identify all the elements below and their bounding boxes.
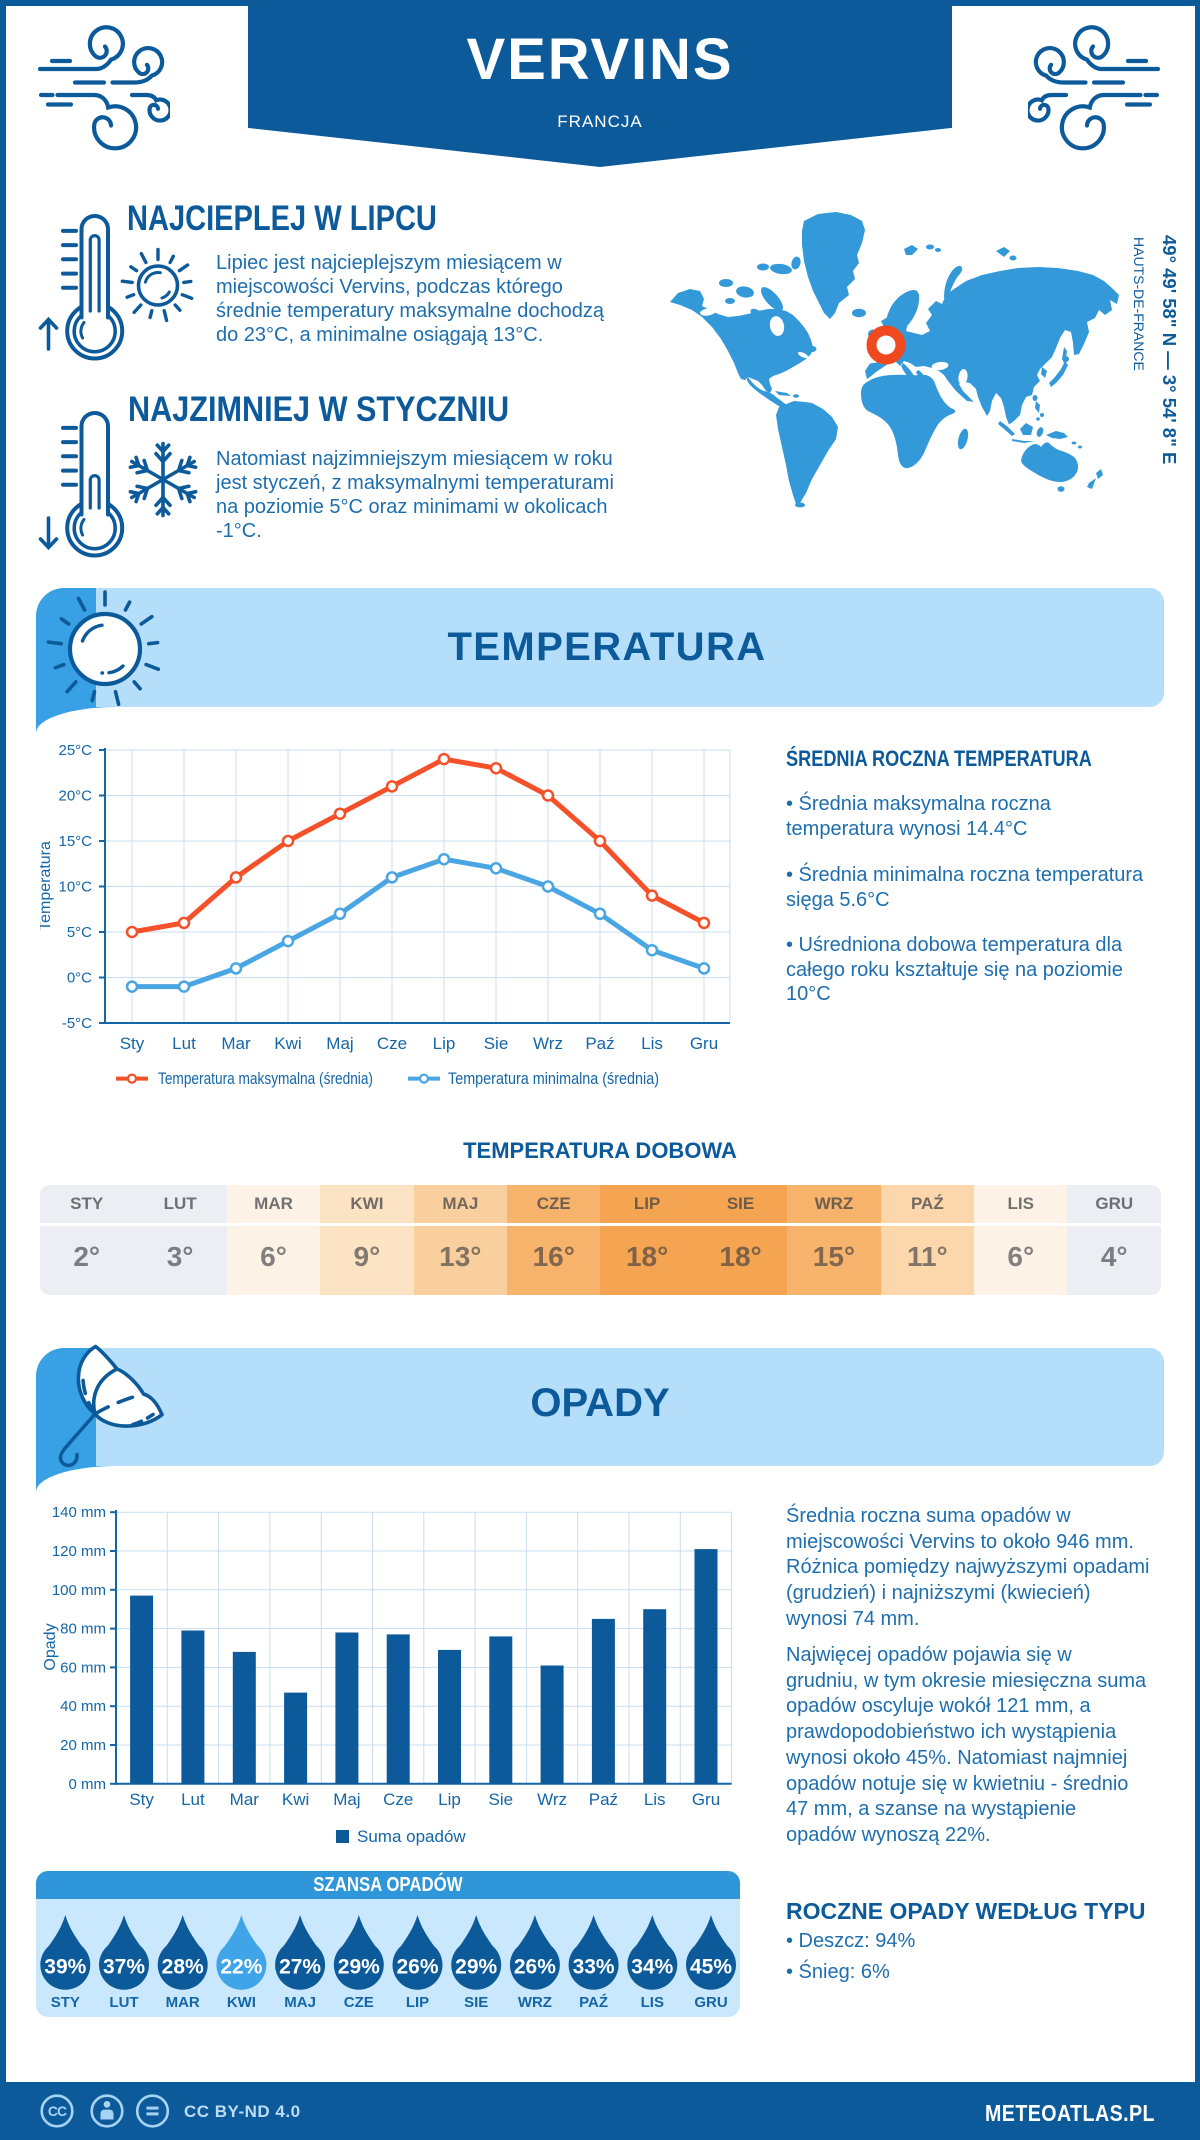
svg-text:LUT: LUT [109, 1994, 138, 2011]
svg-text:28%: 28% [162, 1956, 204, 1979]
svg-text:34%: 34% [631, 1956, 673, 1979]
svg-text:Lis: Lis [641, 1034, 663, 1053]
svg-text:100 mm: 100 mm [52, 1582, 106, 1599]
svg-text:LIS: LIS [641, 1994, 664, 2011]
svg-text:25°C: 25°C [58, 742, 92, 759]
svg-text:Temperatura maksymalna (średni: Temperatura maksymalna (średnia) [158, 1069, 373, 1088]
svg-text:39%: 39% [44, 1956, 86, 1979]
svg-text:20°C: 20°C [58, 788, 92, 805]
svg-text:Mar: Mar [221, 1034, 251, 1053]
svg-text:Wrz: Wrz [537, 1790, 567, 1809]
svg-text:45%: 45% [690, 1956, 732, 1979]
svg-text:80 mm: 80 mm [60, 1621, 106, 1638]
svg-text:Cze: Cze [383, 1790, 413, 1809]
svg-text:140 mm: 140 mm [52, 1504, 106, 1521]
svg-text:Lis: Lis [644, 1790, 666, 1809]
svg-text:Suma opadów: Suma opadów [357, 1827, 466, 1846]
svg-text:MAR: MAR [166, 1994, 200, 2011]
svg-text:Sty: Sty [120, 1034, 145, 1053]
svg-text:SIE: SIE [464, 1994, 488, 2011]
svg-text:Wrz: Wrz [533, 1034, 563, 1053]
svg-text:40 mm: 40 mm [60, 1698, 106, 1715]
svg-text:Gru: Gru [692, 1790, 720, 1809]
svg-text:Sty: Sty [129, 1790, 154, 1809]
svg-text:26%: 26% [396, 1956, 438, 1979]
svg-text:20 mm: 20 mm [60, 1737, 106, 1754]
svg-text:26%: 26% [514, 1956, 556, 1979]
svg-text:15°C: 15°C [58, 833, 92, 850]
svg-text:5°C: 5°C [67, 924, 92, 941]
svg-text:CC: CC [48, 2103, 67, 2119]
svg-text:Sie: Sie [489, 1790, 514, 1809]
svg-text:Lut: Lut [172, 1034, 196, 1053]
svg-text:60 mm: 60 mm [60, 1659, 106, 1676]
svg-text:33%: 33% [573, 1956, 615, 1979]
svg-text:0°C: 0°C [67, 970, 92, 987]
svg-text:Gru: Gru [690, 1034, 718, 1053]
svg-text:Mar: Mar [230, 1790, 260, 1809]
svg-text:Lip: Lip [433, 1034, 456, 1053]
svg-text:Kwi: Kwi [282, 1790, 309, 1809]
svg-text:PAŹ: PAŹ [579, 1994, 608, 2011]
svg-text:22%: 22% [220, 1956, 262, 1979]
svg-text:LIP: LIP [406, 1994, 429, 2011]
svg-text:-5°C: -5°C [62, 1015, 92, 1032]
svg-text:Lip: Lip [438, 1790, 461, 1809]
svg-text:27%: 27% [279, 1956, 321, 1979]
svg-text:37%: 37% [103, 1956, 145, 1979]
svg-text:Maj: Maj [333, 1790, 360, 1809]
svg-text:Cze: Cze [377, 1034, 407, 1053]
svg-text:29%: 29% [338, 1956, 380, 1979]
svg-text:CZE: CZE [344, 1994, 374, 2011]
svg-text:10°C: 10°C [58, 879, 92, 896]
svg-text:Paź: Paź [589, 1790, 618, 1809]
svg-text:Temperatura minimalna (średnia: Temperatura minimalna (średnia) [448, 1069, 659, 1088]
svg-text:STY: STY [51, 1994, 80, 2011]
svg-text:Sie: Sie [484, 1034, 509, 1053]
svg-text:Temperatura: Temperatura [40, 841, 54, 931]
svg-text:KWI: KWI [227, 1994, 256, 2011]
svg-text:GRU: GRU [694, 1994, 727, 2011]
svg-text:WRZ: WRZ [518, 1994, 552, 2011]
svg-text:Lut: Lut [181, 1790, 205, 1809]
svg-text:120 mm: 120 mm [52, 1543, 106, 1560]
svg-text:Opady: Opady [42, 1623, 59, 1670]
svg-text:29%: 29% [455, 1956, 497, 1979]
svg-text:Maj: Maj [326, 1034, 353, 1053]
svg-text:Kwi: Kwi [274, 1034, 301, 1053]
svg-text:0 mm: 0 mm [69, 1776, 107, 1793]
svg-text:Paź: Paź [585, 1034, 614, 1053]
svg-text:MAJ: MAJ [284, 1994, 316, 2011]
